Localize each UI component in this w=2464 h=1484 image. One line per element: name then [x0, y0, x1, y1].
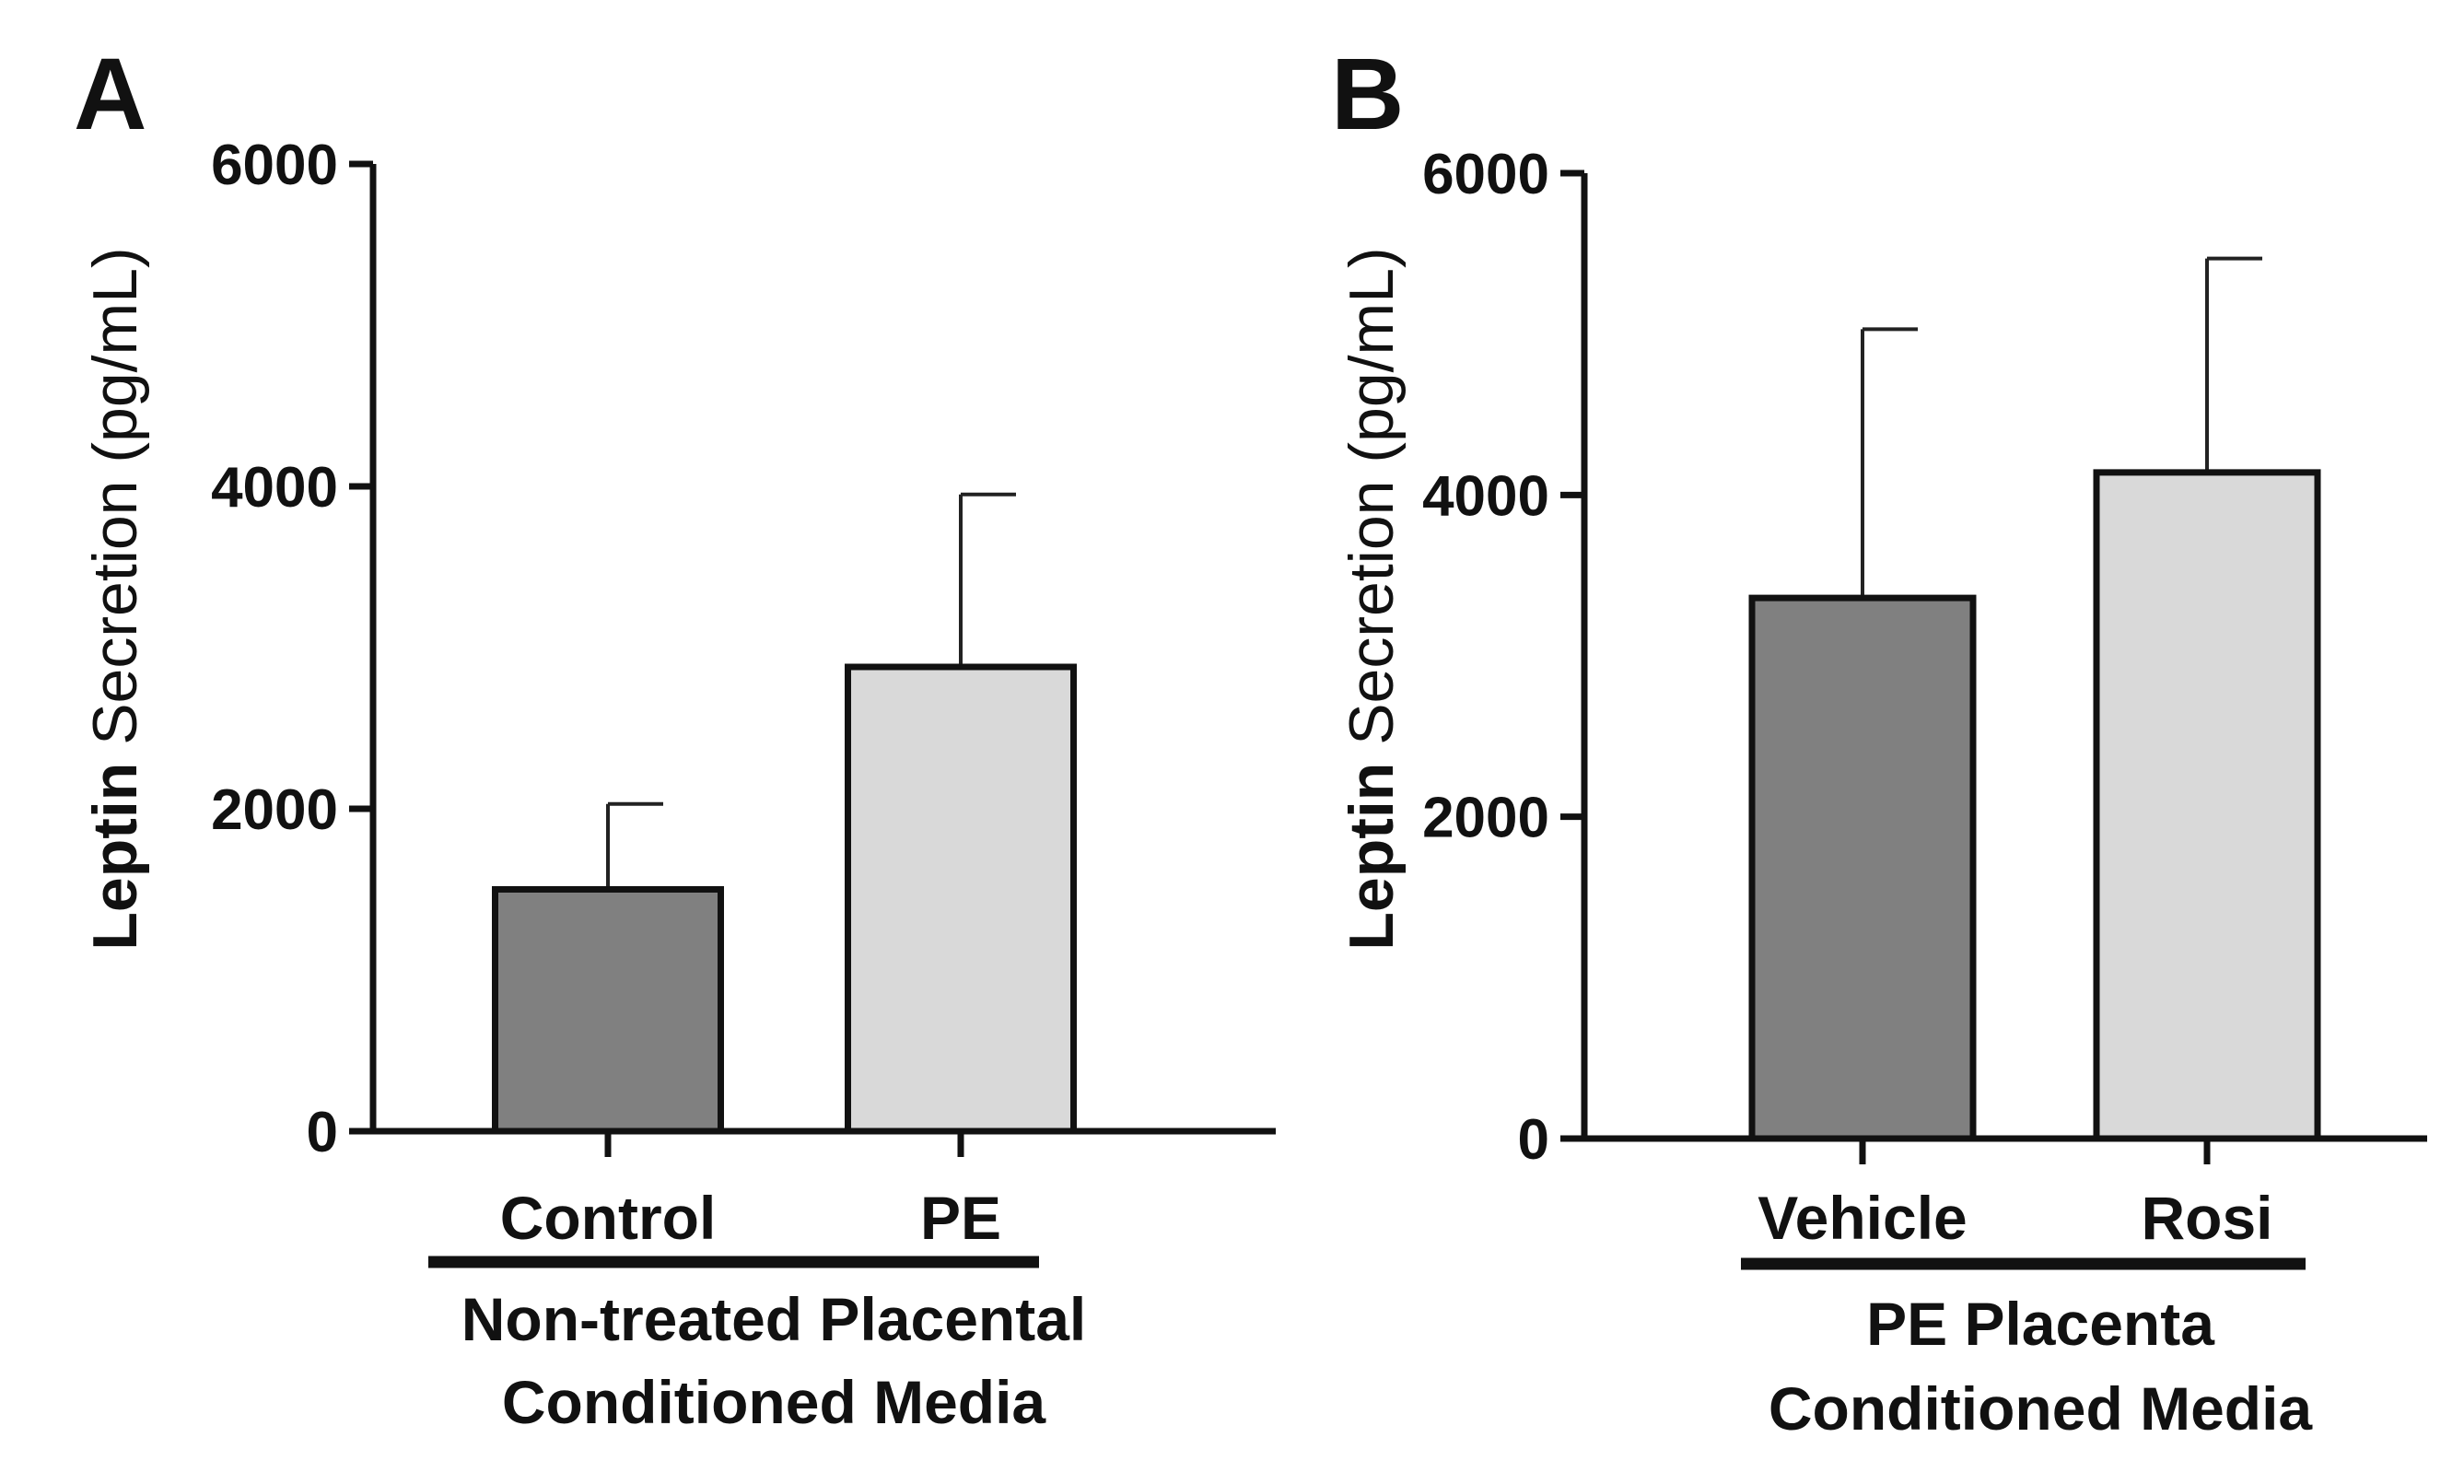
panel-a-y-tick-label: 6000 [211, 134, 338, 197]
panel-a: A Leptin Secretion (pg/mL) 0 2000 4000 6000… [74, 38, 1276, 1436]
panel-a-bar-pe [845, 663, 1077, 1135]
panel-a-group-label-line: Non-treated Placental [461, 1285, 1087, 1353]
panel-b-y-tick-label: 2000 [1422, 787, 1549, 850]
panel-a-y-tick-label: 2000 [211, 778, 338, 842]
panel-a-y-tick-label: 4000 [211, 456, 338, 520]
panel-a-label: A [74, 38, 146, 151]
panel-a-y-title-rest: Secretion (pg/mL) [80, 247, 150, 762]
panel-a-y-title-bold: Leptin [80, 763, 150, 951]
panel-b-y-title-bold: Leptin [1337, 763, 1407, 951]
panel-a-bar-control [492, 886, 724, 1135]
panel-b-y-axis-title: Leptin Secretion (pg/mL) [1337, 247, 1407, 950]
panel-b-group-label-line: PE Placenta [1866, 1290, 2215, 1358]
panel-b-category-label: Rosi [2141, 1184, 2272, 1252]
panel-a-y-axis-title: Leptin Secretion (pg/mL) [80, 247, 150, 950]
panel-b-y-title-rest: Secretion (pg/mL) [1337, 247, 1407, 762]
panel-b-bar-vehicle [1748, 594, 1977, 1142]
panel-b-y-tick-label: 4000 [1422, 464, 1549, 528]
panel-b-label: B [1331, 38, 1404, 151]
panel-a-y-tick-label: 0 [307, 1101, 338, 1164]
panel-a-group-label-line: Conditioned Media [502, 1368, 1047, 1436]
panel-b-y-tick-label: 0 [1518, 1108, 1549, 1172]
panel-b: B Leptin Secretion (pg/mL) 0 2000 4000 6000… [1331, 38, 2427, 1443]
panel-b-bar-rosi [2093, 469, 2321, 1142]
panel-b-y-tick-label: 6000 [1422, 143, 1549, 206]
panel-a-category-label: Control [500, 1184, 717, 1252]
panel-a-category-label: PE [920, 1184, 1001, 1252]
panel-b-group-label-line: Conditioned Media [1769, 1374, 2314, 1443]
panel-b-category-label: Vehicle [1757, 1184, 1968, 1252]
